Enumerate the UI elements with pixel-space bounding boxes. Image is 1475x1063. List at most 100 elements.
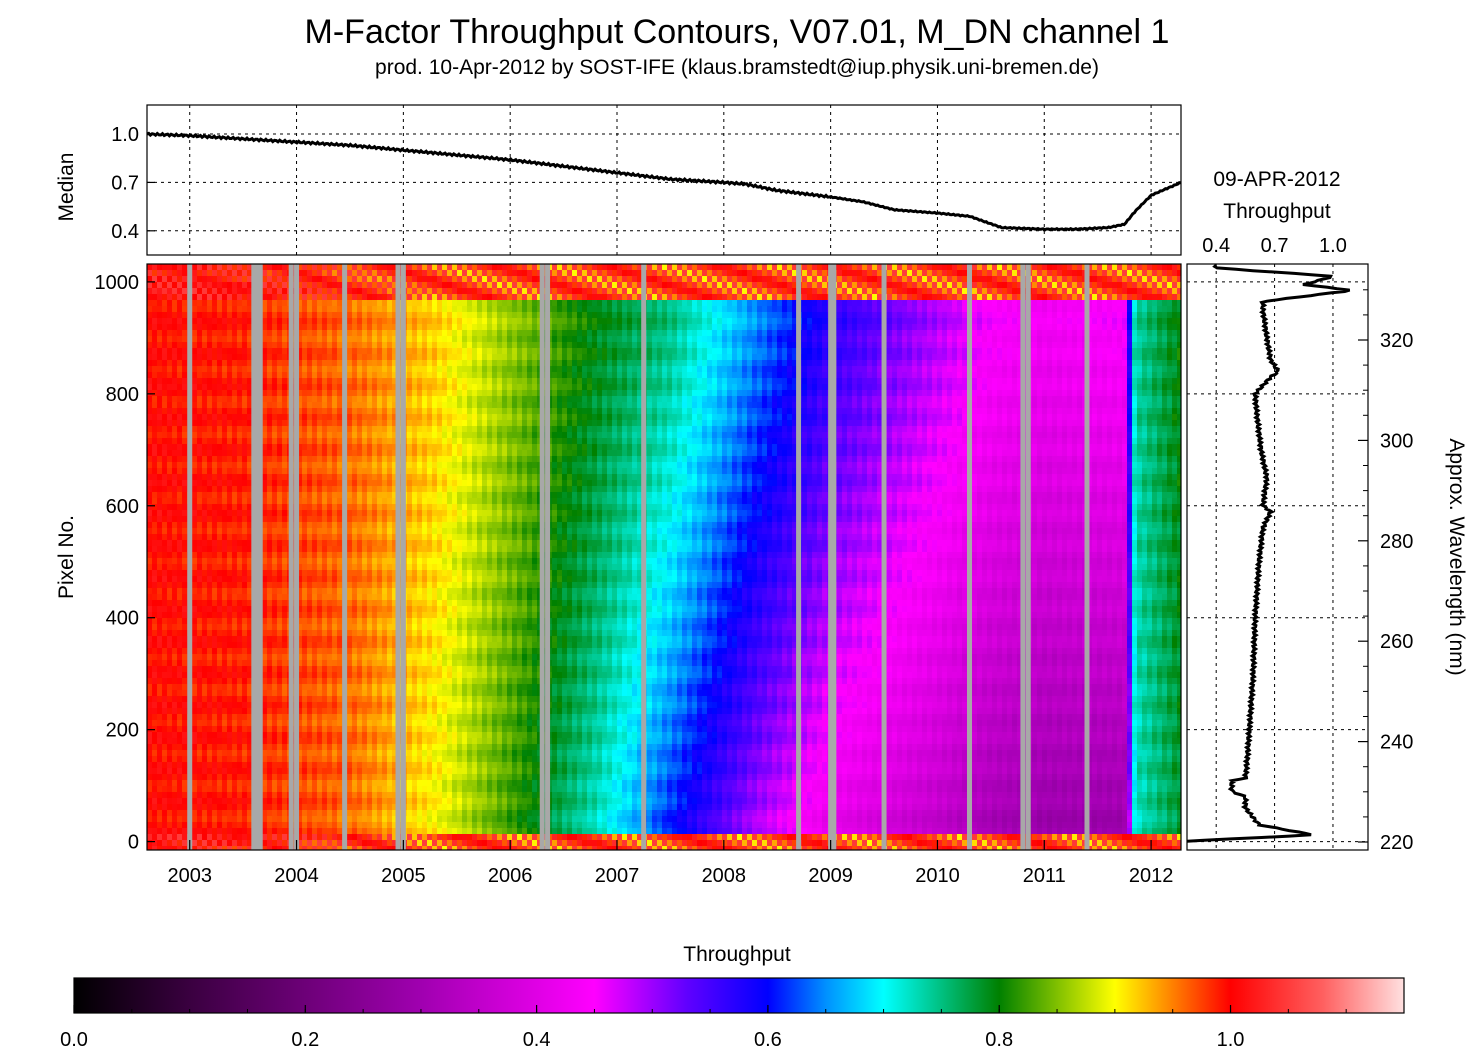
heatmap-cell xyxy=(382,342,388,349)
heatmap-cell xyxy=(177,414,183,421)
heatmap-cell xyxy=(277,660,283,667)
heatmap-cell xyxy=(317,462,323,469)
heatmap-cell xyxy=(332,684,338,691)
heatmap-cell xyxy=(267,300,273,307)
heatmap-cell xyxy=(177,810,183,817)
heatmap-cell xyxy=(312,288,318,295)
heatmap-cell xyxy=(237,594,243,601)
heatmap-cell xyxy=(347,336,353,343)
heatmap-cell xyxy=(262,570,268,577)
heatmap-cell xyxy=(182,528,188,535)
heatmap-cell xyxy=(272,426,278,433)
heatmap-cell xyxy=(357,726,363,733)
heatmap-cell xyxy=(337,630,343,637)
heatmap-cell xyxy=(212,546,218,553)
heatmap-cell xyxy=(192,792,198,799)
heatmap-cell xyxy=(277,432,283,439)
heatmap-cell xyxy=(317,762,323,769)
heatmap-cell xyxy=(362,570,368,577)
heatmap-cell xyxy=(327,606,333,613)
heatmap-cell xyxy=(377,432,383,439)
contour-panel: 2003 2004 2005 2006 2007 2008 2009 2010 2011 2012… xyxy=(55,263,1182,887)
heatmap-cell xyxy=(247,342,253,349)
heatmap-cell xyxy=(227,588,233,595)
heatmap-cell xyxy=(152,378,158,385)
heatmap-cell xyxy=(172,672,178,679)
heatmap-cell xyxy=(267,378,273,385)
heatmap-cell xyxy=(362,402,368,409)
heatmap-cell xyxy=(227,798,233,805)
heatmap-cell xyxy=(337,438,343,445)
heatmap-cell xyxy=(217,462,223,469)
heatmap-cell xyxy=(232,708,238,715)
heatmap-cell xyxy=(157,324,163,331)
heatmap-cell xyxy=(247,768,253,775)
heatmap-cell xyxy=(322,660,328,667)
heatmap-cell xyxy=(322,756,328,763)
heatmap-cell xyxy=(167,780,173,787)
heatmap-cell xyxy=(197,306,203,313)
heatmap-cell xyxy=(352,750,358,757)
heatmap-cell xyxy=(382,606,388,613)
heatmap-cell xyxy=(297,498,303,505)
heatmap-cell xyxy=(197,810,203,817)
heatmap-cell xyxy=(232,306,238,313)
heatmap-cell xyxy=(332,744,338,751)
heatmap-cell xyxy=(272,702,278,709)
heatmap-cell xyxy=(152,828,158,835)
heatmap-cell xyxy=(242,438,248,445)
heatmap-cell xyxy=(162,426,168,433)
heatmap-cell xyxy=(192,726,198,733)
heatmap-cell xyxy=(147,330,153,337)
heatmap-cell xyxy=(232,804,238,811)
heatmap-cell xyxy=(392,486,398,493)
heatmap-cell xyxy=(307,600,313,607)
heatmap-cell xyxy=(152,600,158,607)
heatmap-cell xyxy=(367,564,373,571)
heatmap-cell xyxy=(347,720,353,727)
heatmap-cell xyxy=(217,750,223,757)
heatmap-cell xyxy=(337,288,343,295)
heatmap-cell xyxy=(327,792,333,799)
heatmap-cell xyxy=(357,318,363,325)
heatmap-cell xyxy=(382,804,388,811)
heatmap-cell xyxy=(317,744,323,751)
heatmap-cell xyxy=(302,534,308,541)
heatmap-cell xyxy=(197,348,203,355)
heatmap-cell xyxy=(347,660,353,667)
heatmap-cell xyxy=(192,780,198,787)
heatmap-cell xyxy=(377,462,383,469)
heatmap-cell xyxy=(147,708,153,715)
heatmap-cell xyxy=(182,606,188,613)
heatmap-cell xyxy=(202,678,208,685)
heatmap-cell xyxy=(147,654,153,661)
heatmap-cell xyxy=(197,336,203,343)
heatmap-cell xyxy=(297,480,303,487)
heatmap-cell xyxy=(387,648,393,655)
heatmap-cell xyxy=(327,306,333,313)
heatmap-cell xyxy=(172,720,178,727)
heatmap-cell xyxy=(152,372,158,379)
heatmap-cell xyxy=(277,636,283,643)
heatmap-cell xyxy=(362,528,368,535)
heatmap-cell xyxy=(332,522,338,529)
heatmap-cell xyxy=(237,678,243,685)
heatmap-cell xyxy=(362,588,368,595)
heatmap-cell xyxy=(157,816,163,823)
heatmap-cell xyxy=(367,762,373,769)
heatmap-cell xyxy=(302,516,308,523)
heatmap-cell xyxy=(387,786,393,793)
heatmap-cell xyxy=(192,720,198,727)
heatmap-cell xyxy=(392,378,398,385)
heatmap-cell xyxy=(277,720,283,727)
heatmap-cell xyxy=(202,780,208,787)
heatmap-cell xyxy=(167,282,173,289)
heatmap-cell xyxy=(327,420,333,427)
heatmap-cell xyxy=(282,420,288,427)
heatmap-cell xyxy=(212,444,218,451)
heatmap-cell xyxy=(327,432,333,439)
heatmap-cell xyxy=(227,558,233,565)
heatmap-cell xyxy=(317,780,323,787)
heatmap-cell xyxy=(337,552,343,559)
heatmap-cell xyxy=(242,642,248,649)
